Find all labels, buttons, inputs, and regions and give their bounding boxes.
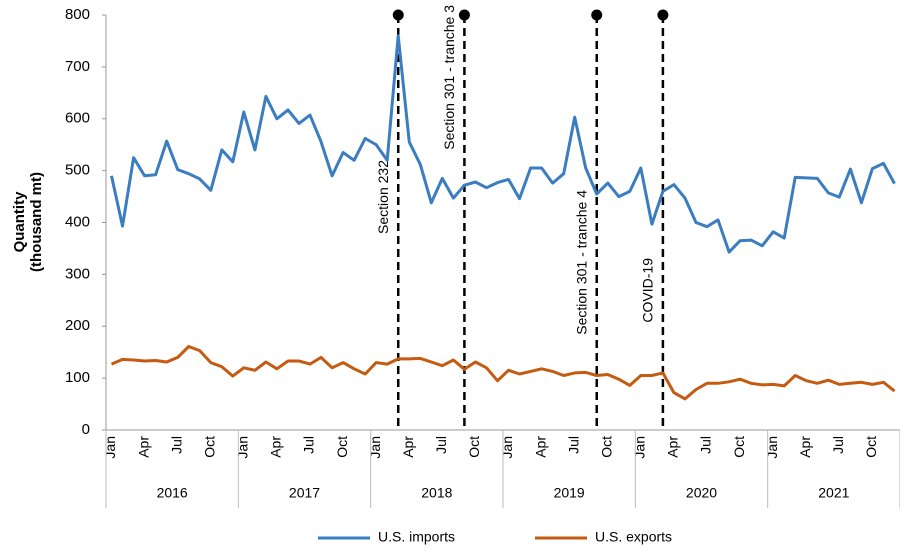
y-tick-label: 700 bbox=[65, 58, 90, 75]
x-tick-label: Oct bbox=[598, 436, 614, 458]
x-tick-label: Jan bbox=[499, 436, 515, 459]
x-tick-label: Jan bbox=[764, 436, 780, 459]
year-label: 2019 bbox=[554, 485, 585, 501]
y-tick-label: 300 bbox=[65, 265, 90, 282]
event-dot bbox=[657, 9, 669, 21]
year-label: 2018 bbox=[421, 485, 452, 501]
event-label: Section 301 - tranche 4 bbox=[573, 190, 589, 335]
event-dot bbox=[591, 9, 603, 21]
x-tick-label: Apr bbox=[400, 436, 416, 458]
x-tick-label: Jan bbox=[367, 436, 383, 459]
x-tick-label: Jul bbox=[301, 436, 317, 454]
x-tick-label: Oct bbox=[201, 436, 217, 458]
y-tick-label: 100 bbox=[65, 369, 90, 386]
year-label: 2021 bbox=[818, 485, 849, 501]
x-tick-label: Jul bbox=[830, 436, 846, 454]
x-tick-label: Jan bbox=[102, 436, 118, 459]
y-tick-label: 200 bbox=[65, 317, 90, 334]
x-tick-label: Apr bbox=[665, 436, 681, 458]
x-tick-label: Jan bbox=[235, 436, 251, 459]
year-label: 2020 bbox=[686, 485, 717, 501]
legend-label: U.S. imports bbox=[378, 529, 455, 545]
legend-label: U.S. exports bbox=[595, 529, 672, 545]
event-label: Section 301 - tranche 3 bbox=[441, 5, 457, 150]
x-tick-label: Apr bbox=[135, 436, 151, 458]
x-tick-label: Oct bbox=[466, 436, 482, 458]
y-axis-label: Quantity bbox=[11, 191, 28, 252]
y-tick-label: 0 bbox=[82, 421, 90, 438]
x-tick-label: Jul bbox=[565, 436, 581, 454]
x-tick-label: Apr bbox=[797, 436, 813, 458]
event-label: COVID-19 bbox=[640, 258, 656, 323]
event-dot bbox=[392, 9, 404, 21]
y-tick-label: 800 bbox=[65, 6, 90, 23]
year-label: 2016 bbox=[157, 485, 188, 501]
event-label: Section 232 bbox=[375, 160, 391, 234]
x-tick-label: Apr bbox=[532, 436, 548, 458]
series-line bbox=[110, 345, 896, 401]
year-label: 2017 bbox=[289, 485, 320, 501]
x-tick-label: Jan bbox=[632, 436, 648, 459]
x-tick-label: Oct bbox=[334, 436, 350, 458]
x-tick-label: Oct bbox=[863, 436, 879, 458]
y-tick-label: 500 bbox=[65, 162, 90, 179]
x-tick-label: Apr bbox=[268, 436, 284, 458]
x-tick-label: Jul bbox=[168, 436, 184, 454]
y-tick-label: 400 bbox=[65, 213, 90, 230]
y-tick-label: 600 bbox=[65, 110, 90, 127]
series-line bbox=[110, 34, 896, 254]
event-dot bbox=[458, 9, 470, 21]
x-tick-label: Jul bbox=[698, 436, 714, 454]
x-tick-label: Oct bbox=[731, 436, 747, 458]
y-axis-label: (thousand mt) bbox=[28, 172, 45, 272]
x-tick-label: Jul bbox=[433, 436, 449, 454]
